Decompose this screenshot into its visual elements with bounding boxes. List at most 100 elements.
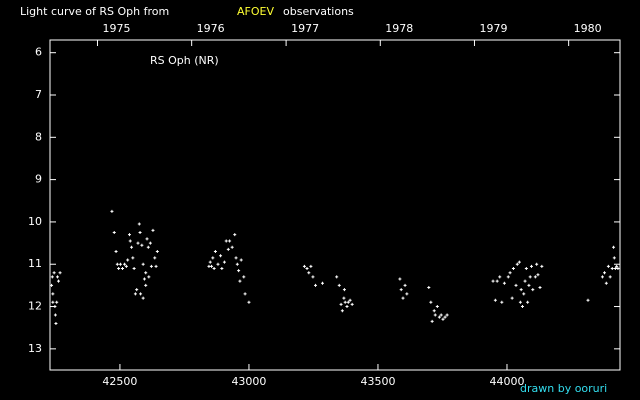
point <box>345 305 349 309</box>
point <box>350 302 354 306</box>
point <box>305 266 309 270</box>
point <box>52 271 56 275</box>
point <box>230 245 234 249</box>
point <box>112 231 116 234</box>
point <box>337 283 341 287</box>
x2-tick-label: 1976 <box>197 22 225 35</box>
point <box>311 275 315 279</box>
point <box>51 300 55 304</box>
point <box>335 275 339 279</box>
point <box>123 262 127 266</box>
point <box>135 288 139 292</box>
point <box>430 319 434 323</box>
point <box>239 258 243 262</box>
title-source: AFOEV <box>237 5 274 18</box>
point <box>153 256 157 260</box>
point <box>491 279 495 283</box>
point <box>144 271 148 275</box>
point <box>500 300 504 304</box>
point <box>115 262 119 266</box>
point <box>515 262 519 266</box>
point <box>405 292 409 296</box>
point <box>606 264 610 268</box>
point <box>616 266 620 270</box>
point <box>211 256 215 260</box>
y-tick-label: 13 <box>28 342 42 355</box>
point <box>127 233 131 237</box>
x2-tick-label: 1975 <box>102 22 130 35</box>
x-tick-label: 43000 <box>231 375 266 388</box>
x2-tick-label: 1978 <box>385 22 413 35</box>
point <box>398 277 402 281</box>
point <box>155 250 159 254</box>
point <box>235 262 239 266</box>
point <box>432 309 436 313</box>
point <box>141 262 145 266</box>
point <box>226 247 230 251</box>
y-tick-label: 8 <box>35 130 42 143</box>
point <box>212 266 216 270</box>
point <box>302 264 306 268</box>
point <box>531 288 535 292</box>
point <box>58 271 62 275</box>
point <box>114 250 118 254</box>
point <box>307 271 311 275</box>
point <box>55 275 59 279</box>
point <box>540 264 544 268</box>
point <box>339 302 343 306</box>
point <box>519 288 523 292</box>
x2-tick-label: 1977 <box>291 22 319 35</box>
point <box>610 266 614 270</box>
point <box>528 275 532 279</box>
point <box>399 288 403 292</box>
point <box>133 292 137 296</box>
point <box>533 275 537 279</box>
point <box>529 264 533 268</box>
x-tick-label: 44000 <box>489 375 524 388</box>
x2-tick-label: 1979 <box>479 22 507 35</box>
point <box>220 266 224 270</box>
point <box>53 313 57 317</box>
point <box>242 275 246 279</box>
point <box>131 256 135 260</box>
point <box>146 245 150 249</box>
point <box>612 245 616 249</box>
y-tick-label: 7 <box>35 88 42 101</box>
point <box>429 300 433 304</box>
point <box>145 237 149 241</box>
point <box>527 283 531 287</box>
plot-frame <box>49 39 621 371</box>
point <box>118 262 122 266</box>
point <box>343 300 347 304</box>
point <box>535 262 539 266</box>
point <box>234 256 238 260</box>
point <box>495 279 499 283</box>
point <box>346 300 350 304</box>
point <box>57 279 61 283</box>
point <box>517 260 521 264</box>
point <box>151 228 155 232</box>
point <box>51 292 55 296</box>
point <box>128 239 132 243</box>
point <box>518 300 522 304</box>
point <box>110 209 114 213</box>
point <box>514 283 518 287</box>
point <box>615 264 619 268</box>
point <box>210 264 214 268</box>
point <box>147 275 151 279</box>
point <box>233 233 237 237</box>
point <box>314 283 318 287</box>
point <box>340 309 344 313</box>
point <box>435 305 439 309</box>
point <box>55 300 59 304</box>
y-tick-label: 10 <box>28 215 42 228</box>
point <box>613 266 617 270</box>
point <box>498 275 502 279</box>
point <box>136 241 140 245</box>
point <box>238 279 242 283</box>
point <box>510 296 514 300</box>
point <box>612 256 616 260</box>
point <box>148 241 152 245</box>
point <box>144 283 148 287</box>
